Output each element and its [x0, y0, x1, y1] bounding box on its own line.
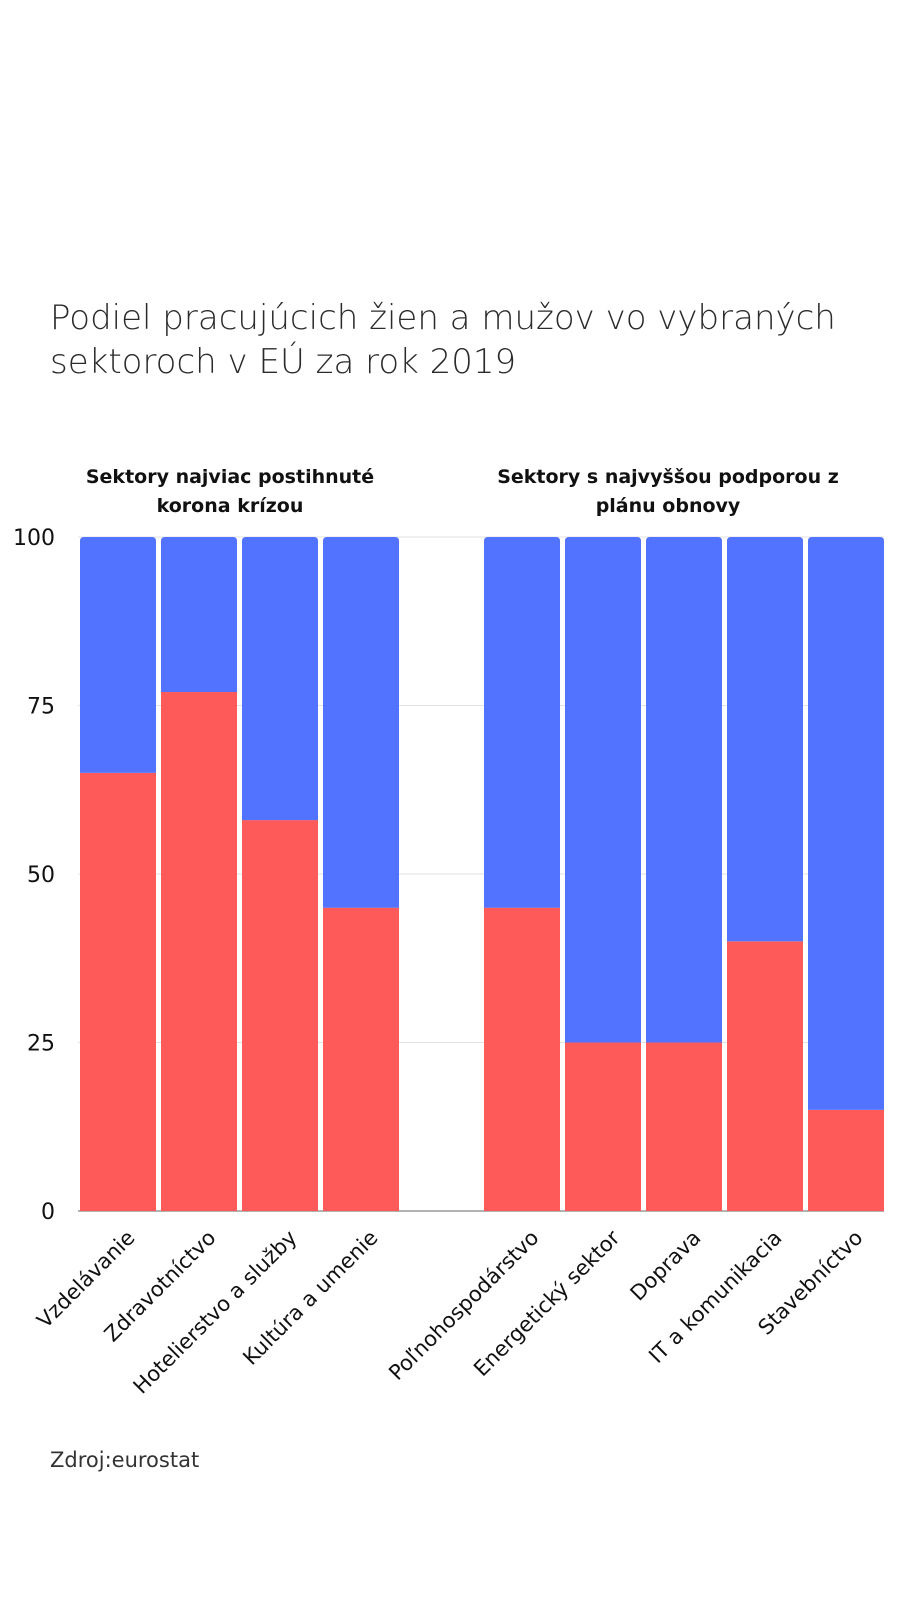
x-tick-label: Hotelierstvo a služby	[129, 1226, 302, 1399]
bar-segment	[161, 537, 237, 693]
x-tick-label: IT a komunikacia	[644, 1226, 786, 1368]
y-tick-label: 100	[13, 526, 55, 551]
bar-segment	[80, 772, 156, 1211]
bar-segment	[808, 537, 884, 1110]
x-tick-label: Energetický sektor	[469, 1225, 625, 1381]
bar-segment	[646, 537, 722, 1043]
y-tick-label: 0	[41, 1200, 55, 1225]
source-note: Zdroj:eurostat	[50, 1448, 200, 1472]
y-tick-label: 25	[27, 1032, 55, 1057]
bar-segment	[565, 1042, 641, 1211]
bar-segment	[727, 537, 803, 942]
bar-segment	[323, 537, 399, 908]
bar-segment	[242, 820, 318, 1211]
x-tick-label: Doprava	[626, 1226, 706, 1306]
bar-segment	[484, 907, 560, 1211]
bar-segment	[323, 907, 399, 1211]
bar-segment	[727, 941, 803, 1211]
bar-segment	[808, 1109, 884, 1211]
bar-segment	[242, 537, 318, 821]
bar-segment	[565, 537, 641, 1043]
chart-title: Podiel pracujúcich žien a mužov vo vybra…	[50, 298, 836, 382]
y-tick-label: 75	[27, 695, 55, 720]
bar-segment	[80, 537, 156, 773]
bar-segment	[161, 692, 237, 1211]
bar-segment	[484, 537, 560, 908]
group-label-crisis-sectors: Sektory najviac postihnuté korona krízou	[85, 466, 375, 517]
y-tick-label: 50	[27, 863, 55, 888]
x-tick-label: Poľnohospodárstvo	[384, 1226, 543, 1385]
group-label-recovery-sectors: Sektory s najvyššou podporou z plánu obn…	[497, 466, 839, 517]
stacked-bar-chart: 0255075100VzdelávanieZdravotníctvoHoteli…	[13, 526, 884, 1399]
bar-segment	[646, 1042, 722, 1211]
x-tick-label: Kultúra a umenie	[238, 1226, 382, 1370]
